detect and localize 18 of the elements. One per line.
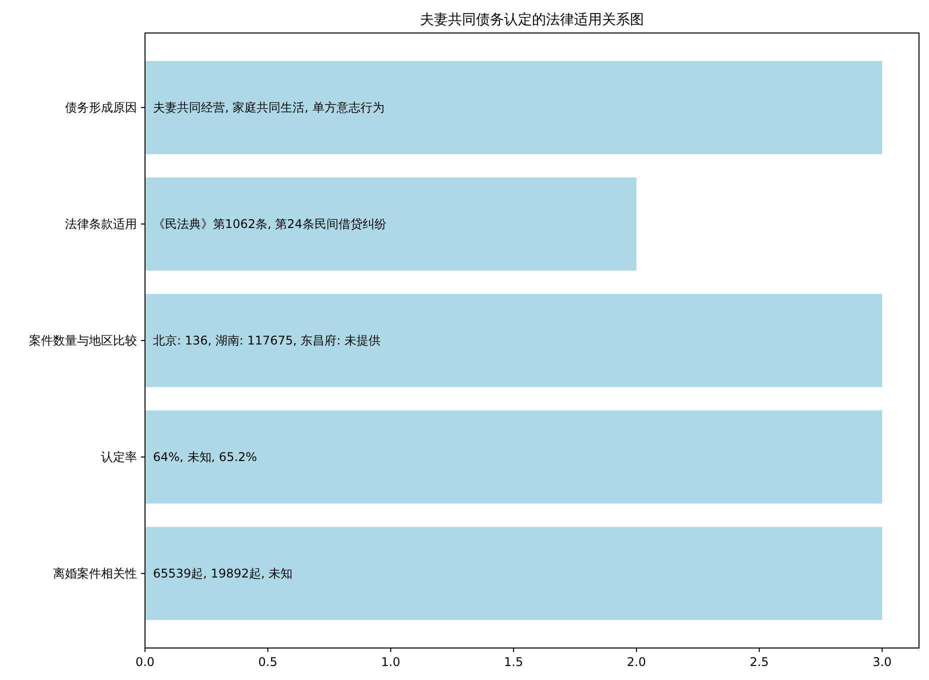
y-tick-label: 离婚案件相关性 xyxy=(53,566,137,580)
chart-title: 夫妻共同债务认定的法律适用关系图 xyxy=(420,12,644,28)
x-tick-label: 0.5 xyxy=(258,655,278,669)
x-tick-label: 0.0 xyxy=(135,655,155,669)
y-tick-label: 法律条款适用 xyxy=(65,217,137,232)
annotation: 夫妻共同经营, 家庭共同生活, 单方意志行为 xyxy=(153,100,384,115)
x-tick-label: 1.0 xyxy=(381,655,400,669)
x-tick-label: 1.5 xyxy=(504,655,524,669)
x-tick-label: 3.0 xyxy=(872,655,892,669)
y-tick-label: 案件数量与地区比较 xyxy=(29,334,137,348)
annotation: 北京: 136, 湖南: 117675, 东昌府: 未提供 xyxy=(153,334,381,348)
x-tick-label: 2.0 xyxy=(626,655,646,669)
x-tick-label: 2.5 xyxy=(750,655,769,669)
y-tick-label: 认定率 xyxy=(101,450,137,464)
annotation: 64%, 未知, 65.2% xyxy=(153,450,258,464)
y-tick-label: 债务形成原因 xyxy=(65,100,137,115)
annotation: 65539起, 19892起, 未知 xyxy=(153,566,293,580)
annotation: 《民法典》第1062条, 第24条民间借贷纠纷 xyxy=(153,217,386,232)
